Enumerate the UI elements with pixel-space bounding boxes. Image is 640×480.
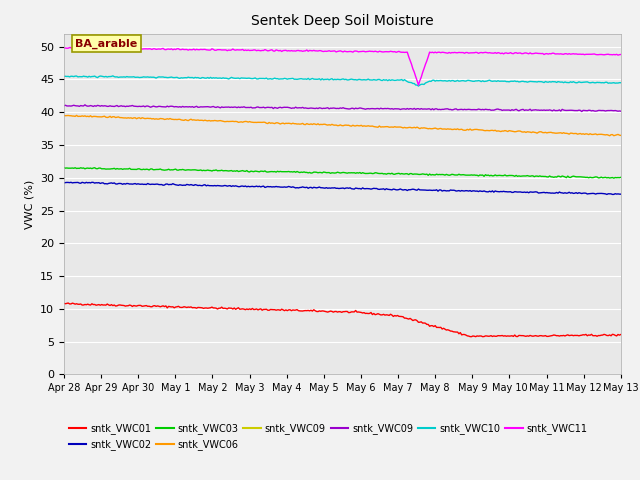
Title: Sentek Deep Soil Moisture: Sentek Deep Soil Moisture — [251, 14, 434, 28]
Legend: sntk_VWC01, sntk_VWC02, sntk_VWC03, sntk_VWC06, sntk_VWC09, sntk_VWC09, sntk_VWC: sntk_VWC01, sntk_VWC02, sntk_VWC03, sntk… — [69, 423, 588, 450]
Y-axis label: VWC (%): VWC (%) — [24, 180, 35, 228]
Text: BA_arable: BA_arable — [75, 38, 138, 48]
